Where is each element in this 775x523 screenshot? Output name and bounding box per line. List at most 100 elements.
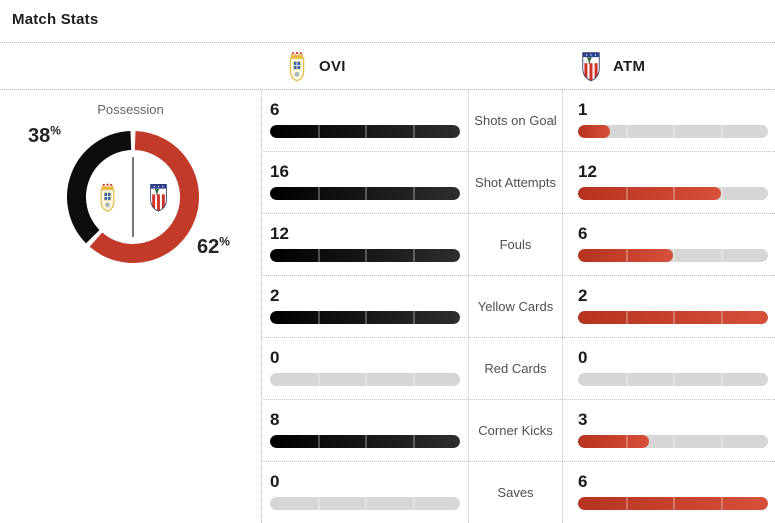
stat-bar-home	[270, 125, 460, 138]
stat-label: Corner Kicks	[478, 423, 553, 438]
bar-segment-divider	[365, 373, 367, 386]
stat-bar-fill-away	[578, 249, 673, 262]
stat-cell-away: 2	[563, 276, 775, 337]
bar-segment-divider	[365, 311, 367, 324]
stat-label: Yellow Cards	[477, 299, 554, 314]
bar-segment-divider	[720, 435, 723, 448]
stat-bar-away	[578, 435, 768, 448]
bar-segment-divider	[720, 497, 723, 510]
stat-bar-away	[578, 125, 768, 138]
stat-label-cell: Saves	[468, 462, 563, 523]
stat-bar-away	[578, 373, 768, 386]
bar-segment-divider	[673, 497, 675, 510]
stat-bar-home	[270, 497, 460, 510]
possession-panel: Possession 38% 62%	[0, 90, 262, 523]
stat-label-cell: Fouls	[468, 214, 563, 275]
stat-label: Shots on Goal	[474, 113, 557, 128]
stat-cell-away: 0	[563, 338, 775, 399]
stat-bar-home	[270, 187, 460, 200]
stat-label-cell: Yellow Cards	[468, 276, 563, 337]
bar-segment-divider	[625, 311, 628, 324]
bar-segment-divider	[720, 125, 723, 138]
stat-row: 16 Shot Attempts 12	[262, 152, 775, 214]
stat-value-home: 16	[270, 162, 289, 181]
oviedo-crest-icon	[100, 183, 115, 212]
stat-cell-away: 1	[563, 90, 775, 151]
stat-bar-fill-away	[578, 497, 768, 510]
team-away: ATM	[580, 43, 645, 89]
bar-segment-divider	[720, 373, 723, 386]
stat-value-home: 2	[270, 286, 280, 305]
stat-bar-away	[578, 497, 768, 510]
team-header: OVI ATM	[0, 43, 775, 90]
bar-segment-divider	[412, 497, 415, 510]
possession-home-arc	[67, 131, 132, 244]
bar-segment-divider	[720, 249, 723, 262]
stat-cell-away: 12	[563, 152, 775, 213]
percent-sign: %	[219, 234, 230, 249]
stat-label: Saves	[497, 485, 534, 500]
possession-home-number: 38	[28, 125, 51, 147]
stat-bar-home	[270, 249, 460, 262]
bar-segment-divider	[317, 249, 320, 262]
bar-segment-divider	[625, 187, 628, 200]
bar-segment-divider	[412, 311, 415, 324]
team-home: OVI	[286, 43, 346, 89]
bar-segment-divider	[720, 187, 723, 200]
stat-row: 2 Yellow Cards 2	[262, 276, 775, 338]
stat-value-home: 6	[270, 100, 280, 119]
bar-segment-divider	[625, 373, 628, 386]
percent-sign: %	[50, 123, 61, 138]
bar-segment-divider	[412, 187, 415, 200]
bar-segment-divider	[673, 311, 675, 324]
team-away-abbr: ATM	[613, 57, 646, 75]
stat-value-home: 0	[270, 348, 280, 367]
stat-cell-home: 6	[262, 90, 468, 151]
atletico-crest-icon	[580, 51, 602, 82]
panel-body: Possession 38% 62% 6 Shots on Goal 1 16 Shot…	[0, 90, 775, 523]
bar-segment-divider	[317, 311, 320, 324]
bar-segment-divider	[720, 311, 723, 324]
bar-segment-divider	[412, 125, 415, 138]
stat-cell-home: 0	[262, 462, 468, 523]
stat-row: 6 Shots on Goal 1	[262, 90, 775, 152]
bar-segment-divider	[317, 435, 320, 448]
bar-segment-divider	[365, 187, 367, 200]
stat-row: 0 Saves 6	[262, 462, 775, 523]
team-home-abbr: OVI	[319, 57, 346, 75]
stat-bar-fill-away	[578, 311, 768, 324]
stat-value-away: 12	[578, 162, 597, 181]
panel-header: Match Stats	[0, 0, 775, 43]
stat-row: 8 Corner Kicks 3	[262, 400, 775, 462]
stat-label-cell: Red Cards	[468, 338, 563, 399]
stat-value-home: 0	[270, 472, 280, 491]
stat-cell-away: 6	[563, 462, 775, 523]
stat-label-cell: Corner Kicks	[468, 400, 563, 461]
bar-segment-divider	[365, 125, 367, 138]
stat-value-away: 1	[578, 100, 588, 119]
stat-bar-home	[270, 373, 460, 386]
stat-bar-fill-home	[270, 125, 460, 138]
bar-segment-divider	[412, 249, 415, 262]
bar-segment-divider	[412, 435, 415, 448]
stat-value-home: 8	[270, 410, 280, 429]
stat-cell-home: 16	[262, 152, 468, 213]
stat-label: Fouls	[499, 237, 532, 252]
bar-segment-divider	[673, 187, 675, 200]
atletico-crest-icon	[151, 184, 167, 211]
stat-bar-fill-home	[270, 435, 460, 448]
stat-bar-home	[270, 435, 460, 448]
stat-row: 12 Fouls 6	[262, 214, 775, 276]
bar-segment-divider	[365, 435, 367, 448]
stat-row: 0 Red Cards 0	[262, 338, 775, 400]
stat-bar-away	[578, 187, 768, 200]
stat-label-cell: Shot Attempts	[468, 152, 563, 213]
bar-segment-divider	[673, 249, 675, 262]
stat-bar-fill-home	[270, 187, 460, 200]
stat-cell-home: 2	[262, 276, 468, 337]
stat-cell-away: 3	[563, 400, 775, 461]
bar-segment-divider	[317, 497, 320, 510]
possession-away-number: 62	[197, 236, 220, 258]
possession-home-value: 38%	[28, 123, 61, 147]
